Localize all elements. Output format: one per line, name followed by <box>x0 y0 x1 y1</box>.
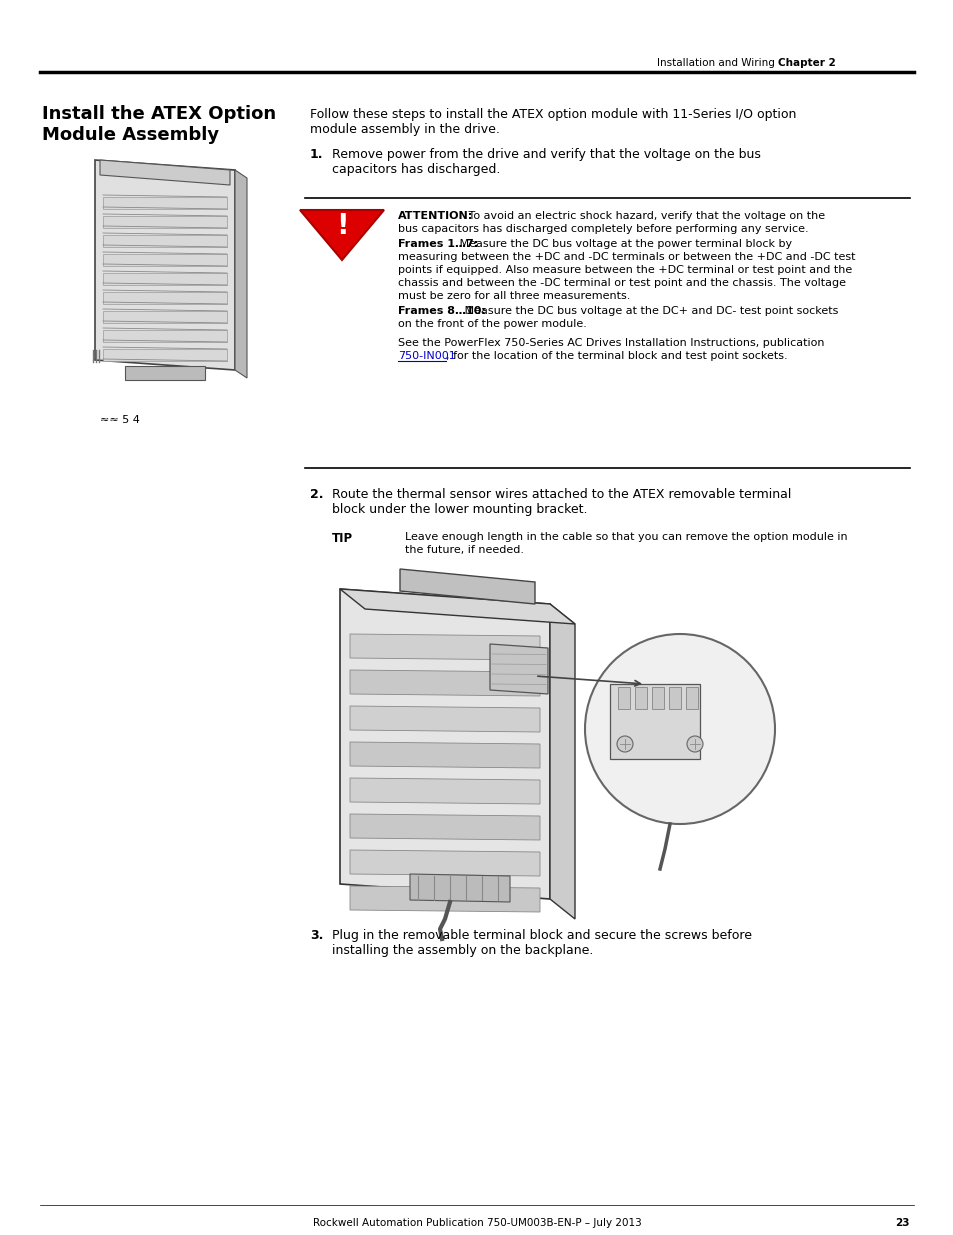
Text: chassis and between the -DC terminal or test point and the chassis. The voltage: chassis and between the -DC terminal or … <box>397 278 845 288</box>
Polygon shape <box>299 210 384 261</box>
Text: Leave enough length in the cable so that you can remove the option module in: Leave enough length in the cable so that… <box>405 532 846 542</box>
FancyBboxPatch shape <box>103 350 227 361</box>
Text: must be zero for all three measurements.: must be zero for all three measurements. <box>397 291 630 301</box>
Text: 2.: 2. <box>310 488 323 501</box>
Text: TIP: TIP <box>332 532 353 545</box>
Text: 23: 23 <box>895 1218 909 1228</box>
Text: points if equipped. Also measure between the +DC terminal or test point and the: points if equipped. Also measure between… <box>397 266 851 275</box>
Text: Install the ATEX Option: Install the ATEX Option <box>42 105 275 124</box>
Text: bus capacitors has discharged completely before performing any service.: bus capacitors has discharged completely… <box>397 224 808 233</box>
FancyBboxPatch shape <box>685 687 698 709</box>
Polygon shape <box>234 170 247 378</box>
Polygon shape <box>350 634 539 659</box>
Text: See the PowerFlex 750-Series AC Drives Installation Instructions, publication: See the PowerFlex 750-Series AC Drives I… <box>397 338 823 348</box>
FancyBboxPatch shape <box>103 235 227 247</box>
Polygon shape <box>350 850 539 876</box>
Polygon shape <box>350 742 539 768</box>
Text: ≈≈ 5 4: ≈≈ 5 4 <box>100 415 140 425</box>
FancyBboxPatch shape <box>103 273 227 285</box>
Text: Frames 8…10:: Frames 8…10: <box>397 306 485 316</box>
Text: Plug in the removable terminal block and secure the screws before: Plug in the removable terminal block and… <box>332 929 751 942</box>
Polygon shape <box>350 671 539 697</box>
Circle shape <box>686 736 702 752</box>
Text: 1.: 1. <box>310 148 323 161</box>
Text: Follow these steps to install the ATEX option module with 11-Series I/O option: Follow these steps to install the ATEX o… <box>310 107 796 121</box>
Text: Measure the DC bus voltage at the power terminal block by: Measure the DC bus voltage at the power … <box>456 240 791 249</box>
FancyBboxPatch shape <box>668 687 680 709</box>
Polygon shape <box>399 569 535 604</box>
Polygon shape <box>100 161 230 185</box>
Polygon shape <box>350 706 539 732</box>
Text: installing the assembly on the backplane.: installing the assembly on the backplane… <box>332 944 593 957</box>
FancyBboxPatch shape <box>609 684 700 760</box>
Text: Chapter 2: Chapter 2 <box>778 58 835 68</box>
Text: on the front of the power module.: on the front of the power module. <box>397 319 586 329</box>
Text: the future, if needed.: the future, if needed. <box>405 545 523 555</box>
Text: , for the location of the terminal block and test point sockets.: , for the location of the terminal block… <box>446 351 787 361</box>
Circle shape <box>584 634 774 824</box>
FancyBboxPatch shape <box>103 291 227 304</box>
Polygon shape <box>350 814 539 840</box>
FancyBboxPatch shape <box>618 687 629 709</box>
Text: Remove power from the drive and verify that the voltage on the bus: Remove power from the drive and verify t… <box>332 148 760 161</box>
Text: 3.: 3. <box>310 929 323 942</box>
Text: measuring between the +DC and -DC terminals or between the +DC and -DC test: measuring between the +DC and -DC termin… <box>397 252 855 262</box>
Text: Rockwell Automation Publication 750-UM003B-EN-P – July 2013: Rockwell Automation Publication 750-UM00… <box>313 1218 640 1228</box>
Text: capacitors has discharged.: capacitors has discharged. <box>332 163 500 177</box>
Polygon shape <box>410 874 510 902</box>
Text: Frames 1…7:: Frames 1…7: <box>397 240 477 249</box>
Text: Module Assembly: Module Assembly <box>42 126 219 144</box>
Polygon shape <box>350 885 539 911</box>
Polygon shape <box>339 589 550 899</box>
FancyBboxPatch shape <box>103 198 227 209</box>
Polygon shape <box>95 161 234 370</box>
FancyBboxPatch shape <box>103 330 227 342</box>
Text: 750-IN001: 750-IN001 <box>397 351 456 361</box>
Polygon shape <box>490 643 547 694</box>
Text: ATTENTION:: ATTENTION: <box>397 211 473 221</box>
Text: Installation and Wiring: Installation and Wiring <box>657 58 774 68</box>
Text: Route the thermal sensor wires attached to the ATEX removable terminal: Route the thermal sensor wires attached … <box>332 488 791 501</box>
Polygon shape <box>350 778 539 804</box>
Text: !: ! <box>335 212 348 240</box>
Text: To avoid an electric shock hazard, verify that the voltage on the: To avoid an electric shock hazard, verif… <box>464 211 824 221</box>
Text: module assembly in the drive.: module assembly in the drive. <box>310 124 499 136</box>
Polygon shape <box>339 589 575 624</box>
FancyBboxPatch shape <box>635 687 646 709</box>
FancyBboxPatch shape <box>103 311 227 324</box>
Text: Measure the DC bus voltage at the DC+ and DC- test point sockets: Measure the DC bus voltage at the DC+ an… <box>460 306 838 316</box>
FancyBboxPatch shape <box>103 254 227 266</box>
Text: block under the lower mounting bracket.: block under the lower mounting bracket. <box>332 503 587 516</box>
Polygon shape <box>550 604 575 919</box>
FancyBboxPatch shape <box>125 366 205 380</box>
FancyBboxPatch shape <box>103 216 227 228</box>
FancyBboxPatch shape <box>651 687 663 709</box>
Circle shape <box>617 736 633 752</box>
